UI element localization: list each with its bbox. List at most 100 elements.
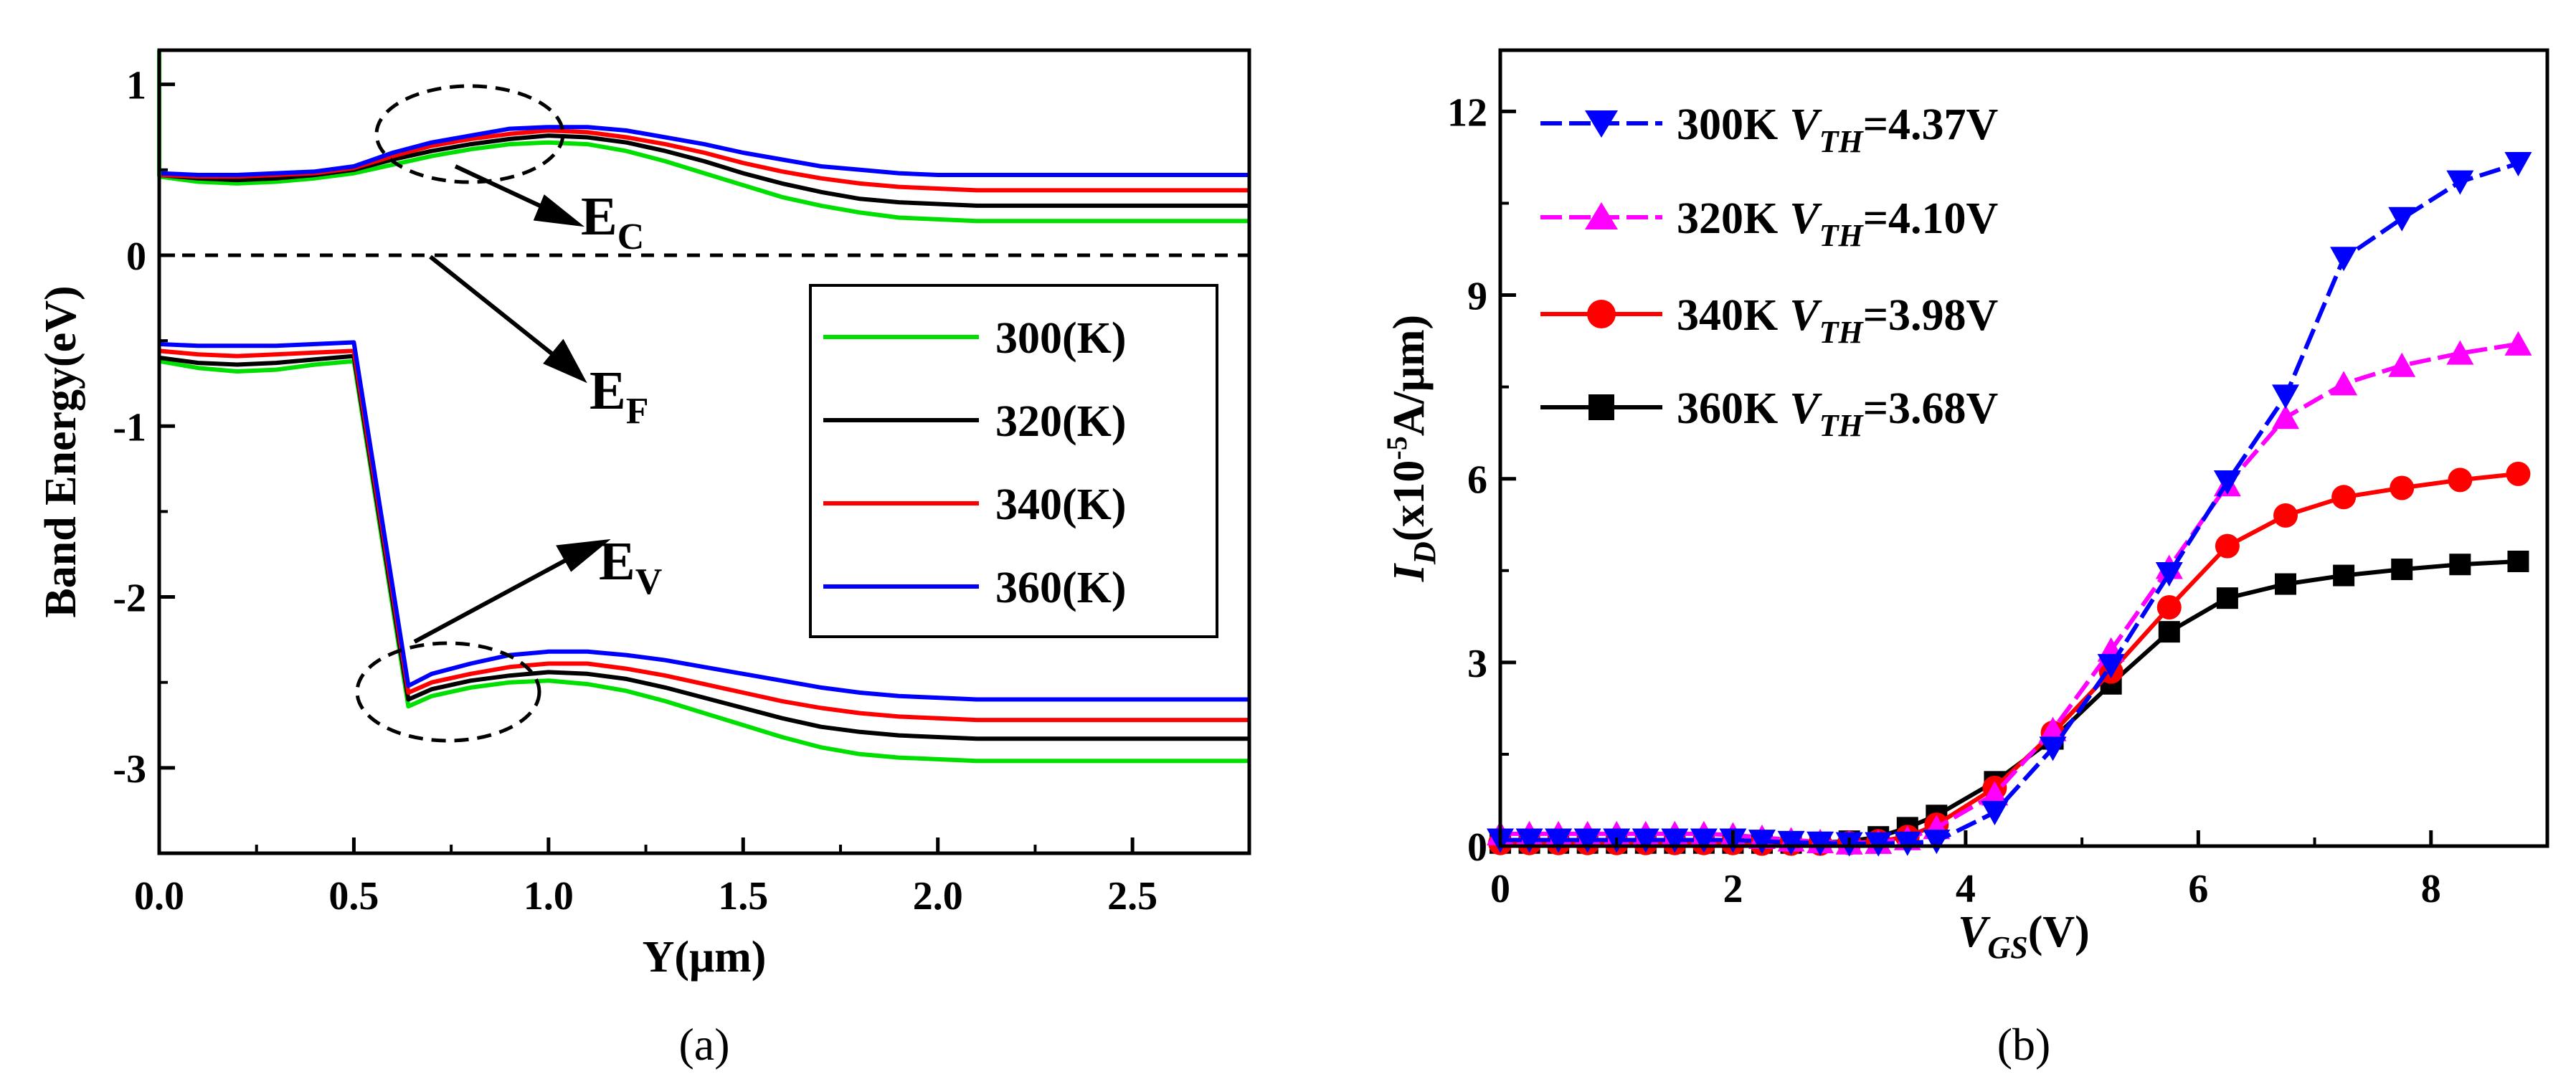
panel-b-y-tick-label: 0 bbox=[1467, 825, 1487, 870]
data-point-300k bbox=[2097, 654, 2125, 679]
panel-b-x-tick-label: 8 bbox=[2421, 867, 2441, 911]
ef-arrow bbox=[429, 255, 559, 361]
ec-arrowhead bbox=[533, 194, 585, 227]
data-point-360k bbox=[2449, 554, 2471, 576]
data-point-320k bbox=[1981, 781, 2009, 806]
data-point-300k bbox=[1981, 801, 2009, 826]
series-line-340k bbox=[1500, 471, 2519, 846]
data-point-340k bbox=[2273, 503, 2298, 528]
data-point-300k bbox=[2039, 736, 2067, 761]
panel-a-x-tick-label: 0.0 bbox=[134, 874, 184, 919]
legend-marker-320k bbox=[1585, 202, 1618, 229]
panel-a-x-tick-label: 1.0 bbox=[524, 874, 574, 919]
panel-a-x-tick-label: 1.5 bbox=[718, 874, 768, 919]
panel-b-series bbox=[1487, 151, 2532, 857]
panel-b-x-tick-label: 0 bbox=[1490, 867, 1510, 911]
data-point-340k bbox=[2331, 485, 2357, 510]
panel-a-legend: 300(K) 320(K) 340(K) 360(K) bbox=[809, 284, 1218, 638]
panel-a-y-axis-title: Band Energy(eV) bbox=[37, 285, 85, 617]
data-point-300k bbox=[2272, 384, 2299, 409]
data-point-360k bbox=[2391, 559, 2413, 581]
legend-label-300k: 300K VTH=4.37V bbox=[1677, 100, 1999, 159]
data-point-340k bbox=[2448, 467, 2473, 493]
panel-b-legend: 300K VTH=4.37V 320K VTH=4.10V 340K VTH=3.98… bbox=[1540, 100, 1999, 443]
panel-a-y-tick-label: 0 bbox=[126, 234, 146, 279]
panel-b-x-tick-label: 2 bbox=[1723, 867, 1743, 911]
data-point-340k bbox=[2390, 475, 2415, 500]
legend-label-360k: 360K VTH=3.68V bbox=[1677, 384, 1999, 443]
panel-a-x-tick-label: 2.5 bbox=[1107, 874, 1157, 919]
ev-highlight-ellipse bbox=[355, 641, 541, 743]
data-point-340k bbox=[2506, 461, 2531, 486]
ec-highlight-ellipse bbox=[374, 84, 565, 184]
ef-label: EF bbox=[589, 361, 648, 432]
panel-a-frame bbox=[157, 48, 1251, 855]
data-point-300k bbox=[2388, 207, 2416, 232]
data-point-320k bbox=[2272, 404, 2299, 429]
legend-entry-300k: 300K VTH=4.37V bbox=[1540, 100, 1999, 159]
panel-b-x-tick-label: 4 bbox=[1956, 867, 1976, 911]
data-point-360k bbox=[2216, 587, 2238, 609]
panel-a-series bbox=[157, 50, 1249, 764]
data-point-320k bbox=[2388, 352, 2416, 377]
legend-label-320k: 320K VTH=4.10V bbox=[1677, 194, 1999, 253]
legend-marker-340k bbox=[1587, 300, 1616, 328]
data-point-300k bbox=[2504, 151, 2532, 176]
data-point-360k bbox=[2507, 550, 2529, 572]
ev-line-320k bbox=[158, 353, 1249, 741]
ef-arrowhead bbox=[543, 338, 587, 384]
legend-label-360k: 360(K) bbox=[995, 564, 1127, 612]
data-point-300k bbox=[1515, 828, 1543, 853]
data-point-300k bbox=[1690, 828, 1718, 853]
ec-line-360k bbox=[158, 125, 1249, 177]
data-point-300k bbox=[1923, 830, 1951, 855]
data-point-320k bbox=[2446, 340, 2474, 365]
data-point-300k bbox=[1545, 828, 1573, 853]
legend-label-300k: 300(K) bbox=[995, 314, 1127, 363]
ec-arrow bbox=[454, 164, 554, 214]
legend-label-320k: 320(K) bbox=[995, 397, 1127, 446]
data-point-300k bbox=[1748, 830, 1776, 855]
data-point-360k bbox=[2158, 621, 2180, 643]
legend-entry-320k: 320K VTH=4.10V bbox=[1540, 194, 1999, 253]
data-point-340k bbox=[2215, 533, 2240, 559]
ec-line-300k bbox=[158, 140, 1249, 224]
data-point-300k bbox=[1806, 831, 1834, 856]
legend-entry-360k: 360K VTH=3.68V bbox=[1540, 384, 1999, 443]
ev-arrow bbox=[413, 556, 572, 644]
panel-b-x-axis-title: VGS(V) bbox=[1958, 908, 2090, 965]
series-line-320k bbox=[1500, 341, 2519, 845]
series-line-300k bbox=[1500, 161, 2519, 846]
panel-b-y-tick-label: 12 bbox=[1447, 90, 1487, 135]
panel-b-y-tick-label: 9 bbox=[1467, 275, 1487, 319]
legend-label-340k: 340(K) bbox=[995, 480, 1127, 529]
legend-marker-360k bbox=[1588, 394, 1614, 420]
legend-marker-300k bbox=[1585, 110, 1618, 138]
ev-arrowhead bbox=[556, 538, 611, 572]
legend-box bbox=[809, 284, 1218, 638]
panel-a-x-tick-label: 0.5 bbox=[328, 874, 379, 919]
panel-a-y-tick-label: -2 bbox=[113, 576, 146, 621]
panel-b-y-tick-label: 3 bbox=[1467, 642, 1487, 686]
panel-b-x-tick-label: 6 bbox=[2188, 867, 2208, 911]
panel-a-ticks: 0.0 0.5 1.0 1.5 2.0 2.5 1 0 -1 -2 -3 bbox=[113, 64, 1157, 919]
data-point-300k bbox=[1777, 830, 1805, 855]
data-point-340k bbox=[2156, 595, 2182, 620]
ev-line-360k bbox=[158, 340, 1249, 702]
panel-a-y-tick-label: 1 bbox=[126, 64, 146, 108]
ec-label: EC bbox=[581, 186, 644, 257]
data-point-360k bbox=[2275, 573, 2296, 595]
panel-b-frame bbox=[1498, 48, 2549, 848]
panel-b-label: (b) bbox=[1997, 1019, 2051, 1070]
panel-b-ticks: 0 2 4 6 8 0 3 6 9 12 bbox=[1447, 90, 2441, 911]
panel-a-y-tick-label: -1 bbox=[113, 405, 146, 450]
panel-a-x-axis-title: Y(μm) bbox=[643, 933, 767, 982]
legend-label-340k: 340K VTH=3.98V bbox=[1677, 291, 1999, 350]
data-point-300k bbox=[2155, 562, 2183, 587]
data-point-300k bbox=[2213, 470, 2241, 495]
panel-a-y-tick-label: -3 bbox=[113, 747, 146, 792]
data-point-320k bbox=[2330, 371, 2358, 396]
data-point-360k bbox=[2333, 564, 2355, 587]
panel-b-transfer-chart: 0 2 4 6 8 0 3 6 9 12 300K VTH=4.37V 320K VTH=4.10V bbox=[1381, 48, 2549, 1070]
